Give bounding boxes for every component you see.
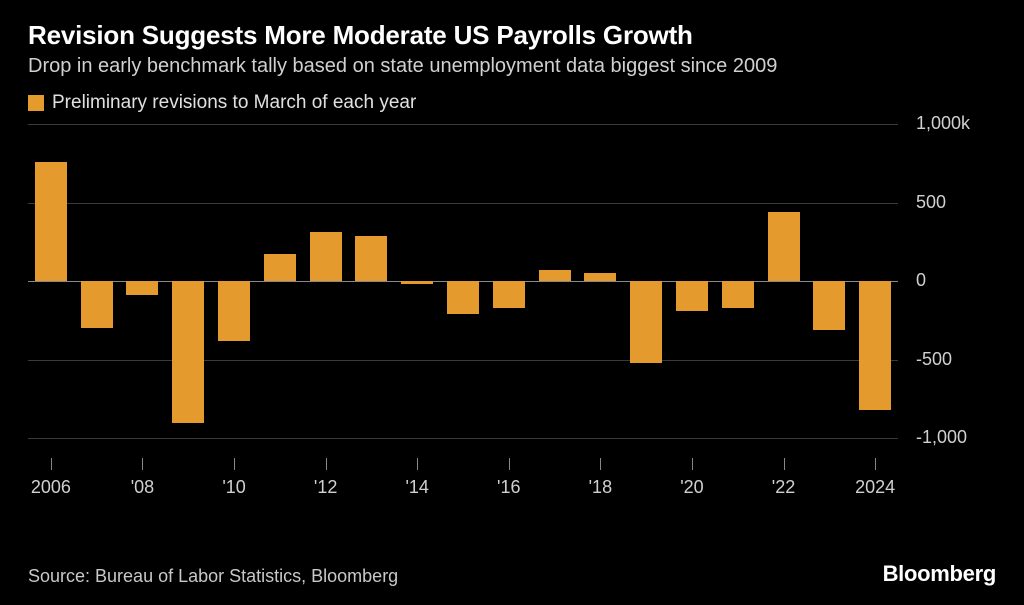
x-axis-label: '14 xyxy=(405,477,428,498)
bar xyxy=(493,281,525,308)
x-tick xyxy=(326,458,327,470)
x-tick xyxy=(142,458,143,470)
y-axis-label: -1,000 xyxy=(916,427,996,448)
x-tick xyxy=(509,458,510,470)
chart-area: 1,000k5000-500-1,0002006'08'10'12'14'16'… xyxy=(28,124,996,484)
x-axis-label: '18 xyxy=(589,477,612,498)
bar xyxy=(401,281,433,284)
bar xyxy=(676,281,708,311)
bar xyxy=(722,281,754,308)
bar xyxy=(813,281,845,330)
chart-title: Revision Suggests More Moderate US Payro… xyxy=(28,20,996,51)
legend-swatch xyxy=(28,95,44,111)
x-tick xyxy=(600,458,601,470)
bar xyxy=(264,254,296,281)
y-axis-label: -500 xyxy=(916,349,996,370)
chart-footer: Source: Bureau of Labor Statistics, Bloo… xyxy=(28,561,996,587)
x-axis-label: '20 xyxy=(680,477,703,498)
bar xyxy=(81,281,113,328)
legend-label: Preliminary revisions to March of each y… xyxy=(52,92,416,114)
x-tick xyxy=(692,458,693,470)
y-axis-label: 500 xyxy=(916,192,996,213)
source-text: Source: Bureau of Labor Statistics, Bloo… xyxy=(28,566,398,587)
x-tick xyxy=(51,458,52,470)
bar xyxy=(172,281,204,422)
bar xyxy=(539,270,571,281)
x-axis-label: 2024 xyxy=(855,477,895,498)
x-axis-label: 2006 xyxy=(31,477,71,498)
bar xyxy=(447,281,479,314)
bar xyxy=(768,212,800,281)
bar xyxy=(584,273,616,281)
y-axis-label: 0 xyxy=(916,270,996,291)
y-axis-label: 1,000k xyxy=(916,113,996,134)
x-axis-label: '08 xyxy=(131,477,154,498)
brand-logo: Bloomberg xyxy=(883,561,996,587)
x-axis-label: '16 xyxy=(497,477,520,498)
grid-line xyxy=(28,203,898,204)
x-tick xyxy=(784,458,785,470)
bar xyxy=(859,281,891,410)
x-tick xyxy=(875,458,876,470)
x-axis-label: '22 xyxy=(772,477,795,498)
grid-line xyxy=(28,124,898,125)
x-tick xyxy=(417,458,418,470)
x-tick xyxy=(234,458,235,470)
chart-subtitle: Drop in early benchmark tally based on s… xyxy=(28,55,996,78)
bar xyxy=(310,232,342,281)
x-axis-label: '12 xyxy=(314,477,337,498)
grid-line xyxy=(28,438,898,439)
legend: Preliminary revisions to March of each y… xyxy=(28,92,996,114)
plot-area xyxy=(28,124,898,454)
grid-line xyxy=(28,360,898,361)
bar xyxy=(126,281,158,295)
bar xyxy=(630,281,662,363)
bar xyxy=(355,236,387,282)
bar xyxy=(218,281,250,341)
x-axis-label: '10 xyxy=(222,477,245,498)
bar xyxy=(35,162,67,281)
